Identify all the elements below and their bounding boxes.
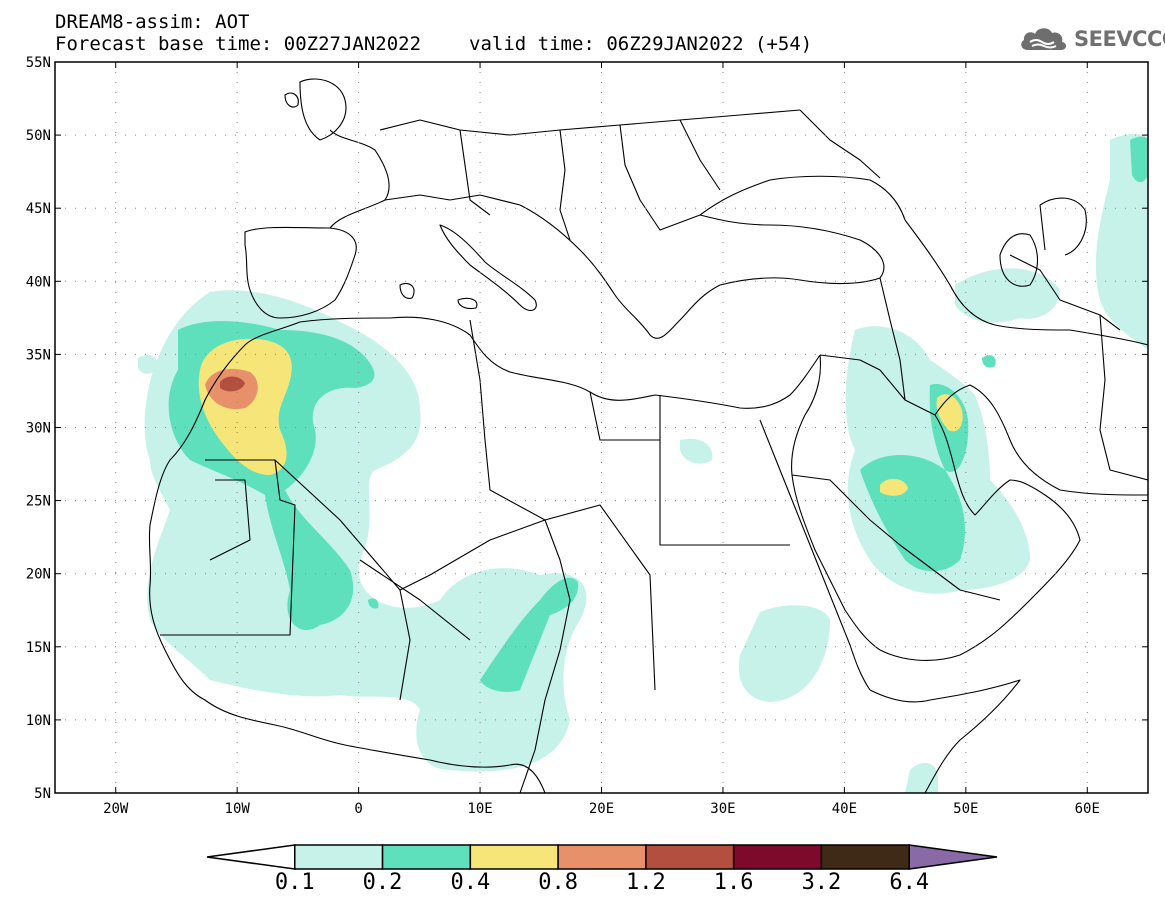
aot-region-spot-2 — [368, 598, 379, 609]
map-subtitle: Forecast base time: 00Z27JAN2022 valid ti… — [55, 33, 812, 55]
lon-tick-label: 50E — [953, 801, 978, 817]
aot-region-northeast — [1095, 134, 1148, 350]
lat-tick-label: 40N — [26, 274, 51, 290]
aot-region-sahel-band — [480, 577, 579, 692]
aot-region-spot — [982, 355, 996, 368]
colorbar-label: 0.8 — [538, 870, 578, 895]
aot-region-iran — [955, 268, 1060, 323]
lon-tick-label: 20W — [103, 801, 129, 817]
aot-region-sahel-east — [680, 438, 713, 464]
lon-axis: 20W 10W 0 10E 20E 30E 40E 50E 60E — [103, 801, 1100, 817]
lon-tick-label: 30E — [710, 801, 735, 817]
lat-axis: 55N 50N 45N 40N 35N 30N 25N 20N 15N 10N 5N — [26, 55, 51, 802]
lat-tick-label: 15N — [26, 640, 51, 656]
aot-region-canaries — [138, 355, 158, 374]
colorbar-under — [206, 844, 296, 870]
lon-tick-label: 20E — [589, 801, 614, 817]
lat-tick-label: 5N — [34, 786, 51, 802]
aot-shading — [138, 134, 1148, 793]
valid-time-label: valid time: 06Z29JAN2022 (+54) — [469, 33, 813, 55]
lon-tick-label: 10W — [225, 801, 251, 817]
lat-tick-label: 55N — [26, 55, 51, 71]
lat-tick-label: 20N — [26, 567, 51, 583]
colorbar-box — [732, 844, 823, 870]
colorbar-label: 0.4 — [450, 870, 490, 895]
colorbar-box — [469, 844, 559, 870]
lon-tick-label: 0 — [354, 801, 362, 817]
logo-text: SEEVCCC — [1074, 27, 1165, 51]
lat-tick-label: 25N — [26, 494, 51, 510]
lat-tick-label: 45N — [26, 201, 51, 217]
colorbar-label: 6.4 — [889, 870, 929, 895]
colorbar-label: 1.6 — [714, 870, 754, 895]
colorbar-label: 3.2 — [802, 870, 842, 895]
colorbar-label: 0.1 — [275, 870, 315, 895]
lat-tick-label: 35N — [26, 347, 51, 363]
seevccc-logo: SEEVCCC — [1018, 22, 1165, 56]
colorbar-box — [820, 844, 910, 870]
base-time-label: Forecast base time: 00Z27JAN2022 — [55, 33, 422, 55]
map-title: DREAM8-assim: AOT — [55, 11, 250, 33]
colorbar-label: 1.2 — [626, 870, 666, 895]
lon-tick-label: 10E — [467, 801, 492, 817]
lat-tick-label: 10N — [26, 713, 51, 729]
cloud-icon — [1021, 28, 1067, 50]
aot-region-arabia-high — [880, 478, 908, 496]
lat-tick-label: 50N — [26, 128, 51, 144]
lat-tick-label: 30N — [26, 421, 51, 437]
coastlines — [148, 78, 1148, 793]
colorbar-box — [381, 844, 472, 870]
aot-region-horn — [738, 605, 830, 702]
colorbar-label: 0.2 — [363, 870, 403, 895]
lon-tick-label: 40E — [832, 801, 857, 817]
aot-region-morocco-peak — [220, 376, 245, 392]
colorbar-over — [908, 844, 998, 870]
colorbar-box — [645, 844, 735, 870]
colorbar: 0.1 0.2 0.4 0.8 1.2 1.6 3.2 6.4 — [206, 844, 998, 895]
lon-tick-label: 60E — [1075, 801, 1100, 817]
colorbar-box — [294, 844, 384, 870]
aot-region-caspian — [1130, 136, 1148, 183]
axis-ticks — [55, 61, 1148, 794]
colorbar-box — [557, 844, 647, 870]
